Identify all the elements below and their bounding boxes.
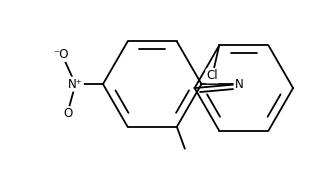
Text: N⁺: N⁺ bbox=[68, 78, 83, 91]
Text: ⁻O: ⁻O bbox=[53, 48, 68, 61]
Text: O: O bbox=[63, 107, 72, 120]
Text: N: N bbox=[234, 78, 243, 91]
Text: Cl: Cl bbox=[206, 69, 218, 82]
